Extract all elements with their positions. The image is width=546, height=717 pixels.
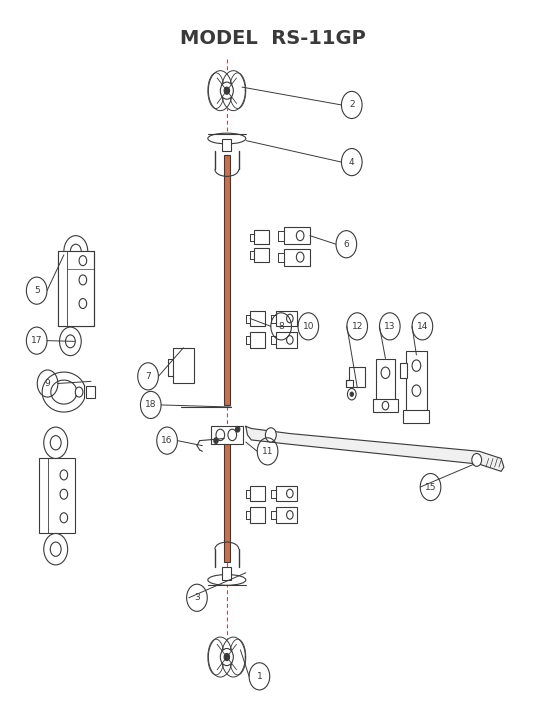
- Bar: [173, 348, 194, 384]
- Text: 6: 6: [343, 239, 349, 249]
- Text: 9: 9: [45, 379, 50, 388]
- Circle shape: [296, 231, 304, 241]
- Circle shape: [216, 429, 224, 441]
- Polygon shape: [246, 427, 504, 471]
- Circle shape: [235, 427, 240, 432]
- Bar: [376, 358, 395, 402]
- Circle shape: [66, 335, 75, 348]
- Text: 11: 11: [262, 447, 274, 456]
- Bar: [250, 332, 265, 348]
- Circle shape: [64, 236, 88, 267]
- Circle shape: [70, 244, 81, 259]
- Bar: [58, 252, 94, 326]
- Bar: [276, 310, 298, 326]
- Text: 2: 2: [349, 100, 354, 110]
- Bar: [63, 252, 90, 326]
- Bar: [276, 507, 298, 523]
- Circle shape: [75, 387, 83, 397]
- Bar: [400, 364, 407, 378]
- Bar: [211, 426, 243, 445]
- Bar: [250, 485, 265, 501]
- Circle shape: [412, 385, 421, 397]
- Circle shape: [287, 511, 293, 519]
- Bar: [349, 367, 365, 387]
- Circle shape: [60, 470, 68, 480]
- Circle shape: [79, 256, 87, 266]
- Bar: [223, 155, 230, 405]
- Circle shape: [50, 542, 61, 556]
- Ellipse shape: [208, 133, 246, 144]
- Text: 10: 10: [302, 322, 314, 331]
- Text: 16: 16: [161, 436, 173, 445]
- Circle shape: [50, 436, 61, 450]
- Circle shape: [79, 275, 87, 285]
- Bar: [222, 138, 231, 151]
- Circle shape: [214, 438, 218, 444]
- Circle shape: [350, 392, 353, 397]
- Bar: [58, 252, 64, 326]
- Circle shape: [60, 513, 68, 523]
- Text: 4: 4: [349, 158, 354, 166]
- Bar: [346, 380, 353, 387]
- Circle shape: [44, 427, 68, 458]
- Circle shape: [228, 429, 236, 441]
- Circle shape: [287, 336, 293, 344]
- Circle shape: [60, 327, 81, 356]
- Bar: [86, 386, 96, 398]
- Bar: [373, 399, 398, 412]
- Text: 15: 15: [425, 483, 436, 492]
- Text: 18: 18: [145, 400, 157, 409]
- Bar: [39, 458, 75, 533]
- Bar: [406, 351, 427, 412]
- Text: 1: 1: [257, 672, 262, 681]
- Bar: [284, 249, 310, 266]
- Circle shape: [382, 402, 389, 410]
- Bar: [222, 567, 231, 580]
- Circle shape: [220, 648, 233, 665]
- Circle shape: [220, 82, 233, 99]
- Text: 14: 14: [417, 322, 428, 331]
- Circle shape: [79, 298, 87, 308]
- Circle shape: [381, 367, 390, 379]
- Circle shape: [224, 87, 229, 94]
- Text: 7: 7: [145, 372, 151, 381]
- Polygon shape: [221, 637, 245, 677]
- Polygon shape: [209, 71, 232, 110]
- Circle shape: [412, 360, 421, 371]
- Bar: [276, 485, 298, 501]
- Text: 12: 12: [352, 322, 363, 331]
- Polygon shape: [209, 637, 232, 677]
- Circle shape: [347, 389, 356, 400]
- Text: 13: 13: [384, 322, 395, 331]
- Polygon shape: [42, 372, 85, 412]
- Circle shape: [296, 252, 304, 262]
- Circle shape: [44, 533, 68, 565]
- Bar: [254, 230, 269, 244]
- Ellipse shape: [208, 574, 246, 585]
- Bar: [276, 332, 298, 348]
- Text: 8: 8: [278, 322, 284, 331]
- Text: MODEL  RS-11GP: MODEL RS-11GP: [180, 29, 366, 47]
- Circle shape: [265, 428, 276, 442]
- Bar: [254, 248, 269, 262]
- Bar: [403, 410, 430, 423]
- Circle shape: [287, 314, 293, 323]
- Bar: [284, 227, 310, 244]
- Circle shape: [472, 453, 482, 466]
- Text: 5: 5: [34, 286, 39, 295]
- Circle shape: [60, 489, 68, 499]
- Bar: [223, 441, 230, 562]
- Circle shape: [224, 653, 229, 660]
- Text: 17: 17: [31, 336, 43, 345]
- Bar: [250, 507, 265, 523]
- Circle shape: [287, 489, 293, 498]
- Polygon shape: [221, 71, 245, 110]
- Bar: [250, 310, 265, 326]
- Text: 3: 3: [194, 593, 200, 602]
